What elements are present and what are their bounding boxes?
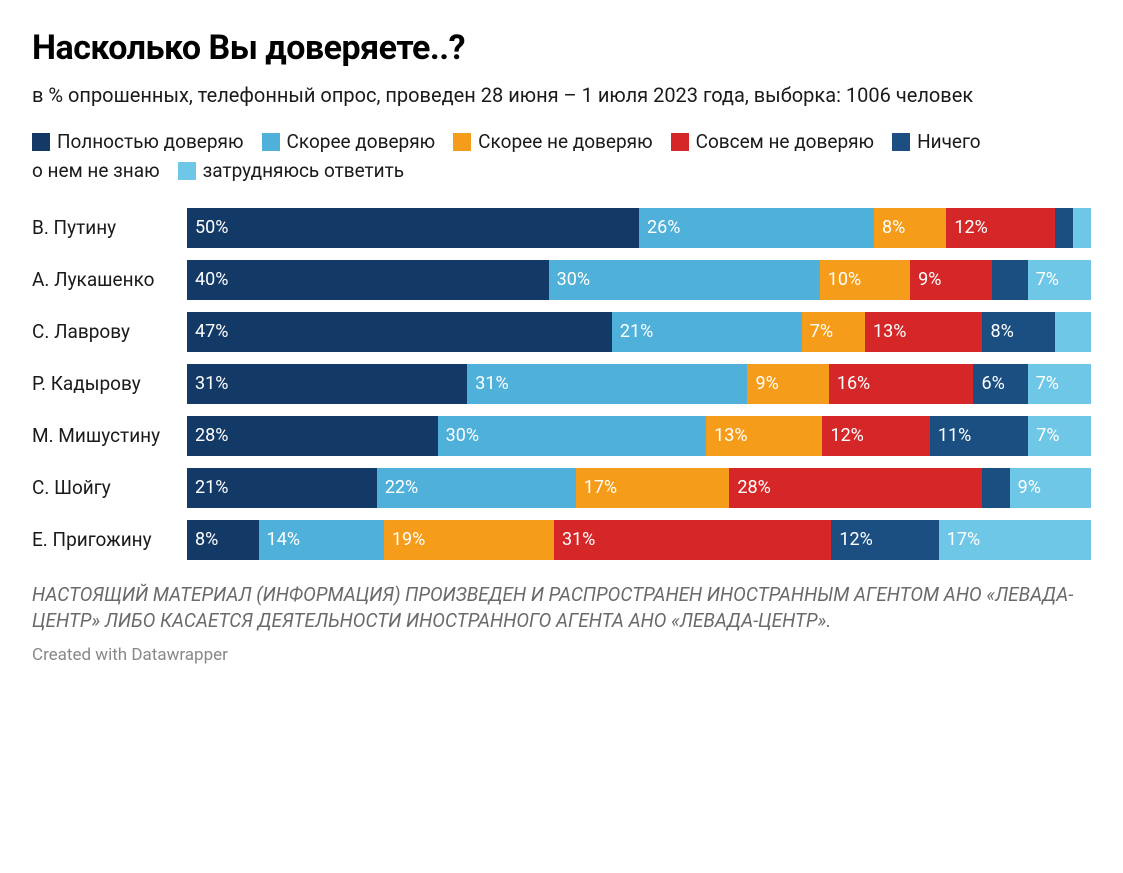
legend-item: затрудняюсь ответить [178, 156, 405, 185]
legend-label: Ничего [917, 127, 981, 156]
row-label: В. Путину [32, 216, 187, 239]
row-label: С. Лаврову [32, 320, 187, 343]
chart-row: С. Лаврову47%21%7%13%8% [32, 312, 1091, 352]
bar-segment: 47% [187, 312, 612, 352]
bar-segment: 13% [865, 312, 983, 352]
bar-segment: 8% [982, 312, 1054, 352]
chart-row: Е. Пригожину8%14%19%31%12%17% [32, 520, 1091, 560]
stacked-bar-chart: В. Путину50%26%8%12%А. Лукашенко40%30%10… [32, 208, 1091, 560]
legend-swatch [262, 133, 280, 151]
legend-label-continuation: о нем не знаю [32, 156, 160, 185]
bar: 21%22%17%28% 9% [187, 468, 1091, 508]
legend-swatch [453, 133, 471, 151]
bar-segment: 9% [747, 364, 828, 404]
bar-segment: 14% [259, 520, 384, 560]
bar-segment: 7% [802, 312, 865, 352]
bar-segment: 22% [377, 468, 576, 508]
bar-segment: 12% [946, 208, 1054, 248]
legend-label: затрудняюсь ответить [203, 156, 405, 185]
bar: 50%26%8%12% [187, 208, 1091, 248]
bar-segment: 19% [384, 520, 554, 560]
bar: 47%21%7%13%8% [187, 312, 1091, 352]
chart-title: Насколько Вы доверяете..? [32, 28, 1091, 68]
bar-segment: 31% [467, 364, 747, 404]
bar-segment: 13% [706, 416, 822, 456]
legend-label: Полностью доверяю [57, 127, 244, 156]
bar-segment: 50% [187, 208, 639, 248]
chart-row: Р. Кадырову31%31%9%16%6%7% [32, 364, 1091, 404]
legend-label: Скорее доверяю [287, 127, 436, 156]
bar-segment: 12% [822, 416, 929, 456]
bar-segment: 11% [930, 416, 1028, 456]
bar-segment: 9% [910, 260, 991, 300]
bar-segment: 8% [187, 520, 259, 560]
bar-segment: 8% [874, 208, 946, 248]
row-label: Е. Пригожину [32, 528, 187, 551]
legend-swatch [671, 133, 689, 151]
legend-label: Скорее не доверяю [478, 127, 652, 156]
bar-segment [1055, 208, 1073, 248]
legend-swatch [892, 133, 910, 151]
legend: Полностью доверяю Скорее доверяю Скорее не… [32, 127, 1091, 186]
bar-segment: 40% [187, 260, 549, 300]
legend-item: Полностью доверяю [32, 127, 244, 156]
bar-segment: 7% [1028, 260, 1091, 300]
bar-segment: 31% [187, 364, 467, 404]
bar-segment: 17% [939, 520, 1091, 560]
bar-segment: 9% [1010, 468, 1091, 508]
legend-label: Совсем не доверяю [696, 127, 875, 156]
bar: 8%14%19%31%12%17% [187, 520, 1091, 560]
legend-item: Скорее не доверяю [453, 127, 652, 156]
bar-segment: 31% [554, 520, 831, 560]
bar-segment: 26% [639, 208, 874, 248]
row-label: М. Мишустину [32, 424, 187, 447]
bar-segment: 21% [612, 312, 802, 352]
bar-segment: 10% [820, 260, 910, 300]
bar-segment: 16% [829, 364, 974, 404]
bar: 40%30%10%9% 7% [187, 260, 1091, 300]
bar-segment: 17% [576, 468, 730, 508]
bar-segment: 12% [831, 520, 938, 560]
chart-row: В. Путину50%26%8%12% [32, 208, 1091, 248]
bar: 28%30%13%12%11%7% [187, 416, 1091, 456]
bar-segment [982, 468, 1009, 508]
bar-segment: 7% [1028, 416, 1091, 456]
legend-swatch [178, 162, 196, 180]
bar-segment: 28% [729, 468, 982, 508]
row-label: А. Лукашенко [32, 268, 187, 291]
footnote: НАСТОЯЩИЙ МАТЕРИАЛ (ИНФОРМАЦИЯ) ПРОИЗВЕД… [32, 582, 1091, 633]
legend-item: Скорее доверяю [262, 127, 436, 156]
bar: 31%31%9%16%6%7% [187, 364, 1091, 404]
legend-swatch [32, 133, 50, 151]
chart-subtitle: в % опрошенных, телефонный опрос, провед… [32, 82, 1091, 109]
bar-segment: 28% [187, 416, 438, 456]
bar-segment: 21% [187, 468, 377, 508]
bar-segment: 30% [438, 416, 707, 456]
chart-row: А. Лукашенко40%30%10%9% 7% [32, 260, 1091, 300]
bar-segment: 30% [549, 260, 820, 300]
bar-segment [1055, 312, 1091, 352]
legend-item: Совсем не доверяю [671, 127, 875, 156]
chart-row: М. Мишустину28%30%13%12%11%7% [32, 416, 1091, 456]
bar-segment [1073, 208, 1091, 248]
bar-segment [992, 260, 1028, 300]
bar-segment: 7% [1028, 364, 1091, 404]
chart-row: С. Шойгу21%22%17%28% 9% [32, 468, 1091, 508]
row-label: С. Шойгу [32, 476, 187, 499]
legend-item: Ничего [892, 127, 981, 156]
attribution: Created with Datawrapper [32, 645, 1091, 665]
bar-segment: 6% [973, 364, 1027, 404]
row-label: Р. Кадырову [32, 372, 187, 395]
